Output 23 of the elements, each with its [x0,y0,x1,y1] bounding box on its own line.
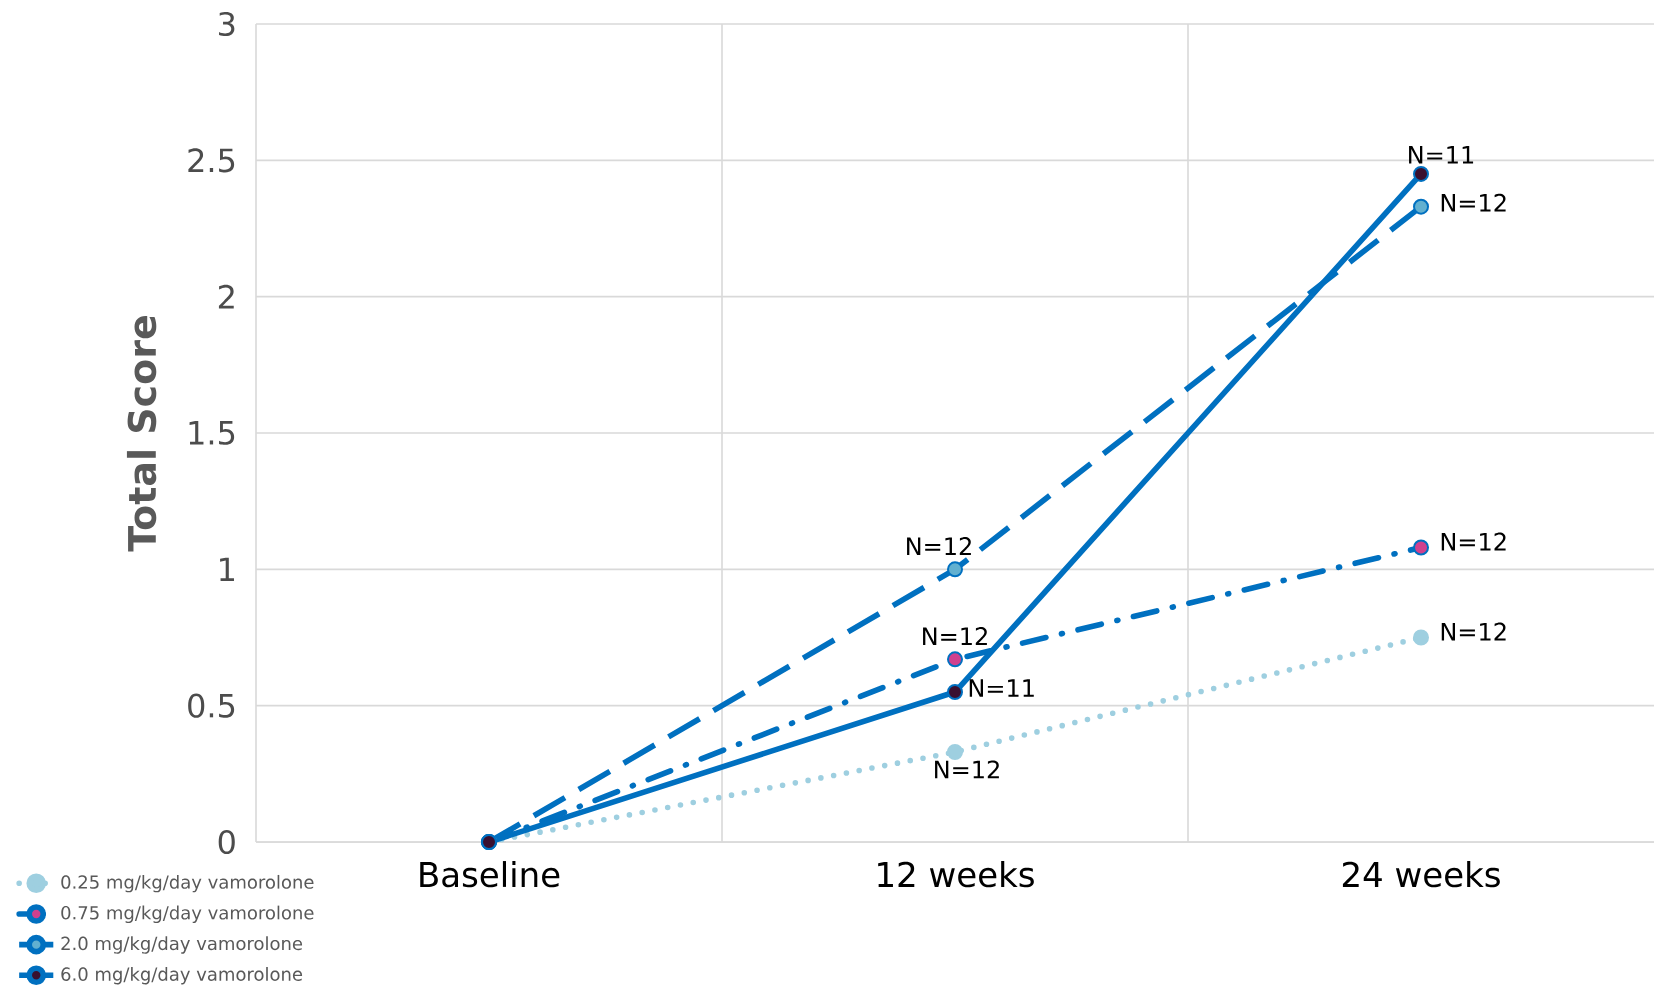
x-tick-label: Baseline [420,861,560,888]
y-tick-label: 2.5 [188,148,235,173]
annotation: N=12 [923,627,987,645]
legend-label: 0.75 mg/kg/day vamorolone [61,905,314,924]
annotation: N=12 [1441,622,1506,641]
y-tick-label: 1.5 [189,421,235,445]
annotation: N=12 [1441,193,1506,212]
annotation: N=11 [969,679,1034,697]
y-tick-label: 1 [220,557,234,581]
legend-label: 0.25 mg/kg/day vamorolone [61,874,314,893]
y-tick-label: 0 [218,829,235,855]
y-tick-label: 2 [218,284,234,309]
y-axis-title: Total Score [126,316,157,552]
legend-label: 2.0 mg/kg/day vamorolone [61,936,303,954]
y-tick-label: 3 [219,11,235,37]
annotation: N=12 [935,760,999,779]
x-tick-label: 24 weeks [1342,861,1500,888]
x-tick-label: 12 weeks [878,861,1034,888]
y-tick-label: 0.5 [188,693,235,718]
annotation: N=12 [907,537,971,555]
annotation: N=12 [1441,532,1506,551]
annotation: N=11 [1409,146,1474,164]
legend-label: 6.0 mg/kg/day vamorolone [61,966,303,985]
